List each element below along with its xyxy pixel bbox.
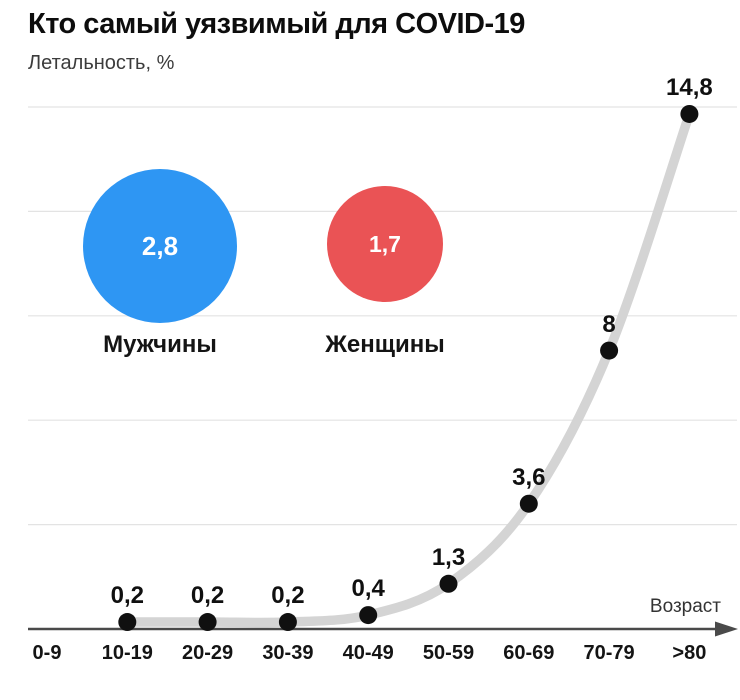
women-label: Женщины — [325, 331, 445, 358]
data-point->80 — [680, 104, 699, 123]
x-tick-label: 20-29 — [182, 642, 234, 664]
women-value: 1,7 — [369, 230, 401, 257]
men-value: 2,8 — [141, 230, 179, 261]
data-points — [118, 104, 699, 632]
point-value-label: 1,3 — [431, 543, 466, 571]
point-value-label: 8 — [602, 310, 616, 338]
data-point-40-49 — [359, 606, 378, 625]
x-tick-label: 30-39 — [262, 642, 314, 664]
x-tick-label: 70-79 — [583, 642, 635, 664]
data-point-50-59 — [439, 574, 458, 593]
point-value-label: 0,2 — [271, 582, 305, 610]
data-point-60-69 — [519, 494, 538, 513]
point-value-label: 0,2 — [110, 582, 144, 610]
men-label: Мужчины — [103, 331, 217, 358]
x-axis-title: Возраст — [649, 596, 721, 617]
data-point-70-79 — [600, 341, 619, 360]
data-point-20-29 — [198, 613, 217, 632]
men-bubble: 2,8 — [83, 169, 237, 323]
x-tick-label: 40-49 — [342, 642, 394, 664]
point-value-label: 3,6 — [512, 463, 546, 491]
point-value-label: 0,2 — [190, 582, 225, 610]
women-bubble: 1,7 — [327, 186, 443, 302]
x-tick-label: 60-69 — [503, 642, 555, 664]
x-tick-label: 10-19 — [101, 642, 153, 664]
x-tick-label: 0-9 — [32, 642, 62, 664]
chart-subtitle: Летальность, % — [28, 52, 175, 74]
x-axis-arrow-icon — [715, 621, 738, 637]
data-point-10-19 — [118, 613, 137, 632]
data-point-30-39 — [278, 613, 297, 632]
point-value-label: 14,8 — [666, 73, 713, 101]
x-axis — [28, 621, 738, 637]
x-tick-label: 50-59 — [422, 642, 475, 664]
x-tick-label: >80 — [672, 642, 707, 664]
page-title: Кто самый уязвимый для COVID-19 — [28, 8, 525, 40]
point-value-label: 0,4 — [351, 575, 385, 603]
